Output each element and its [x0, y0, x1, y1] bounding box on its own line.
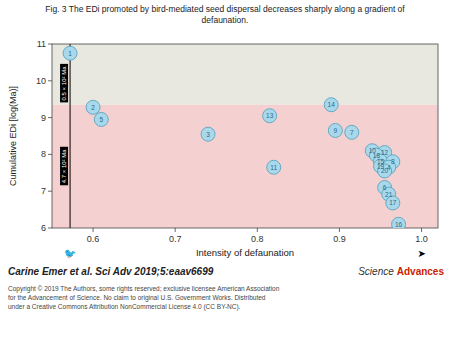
y-tick: [48, 80, 52, 81]
point-label: 21: [385, 191, 393, 198]
x-tick: [93, 228, 94, 232]
label-box: [60, 147, 68, 186]
reference-line-label: 4.7 × 10² Ma: [60, 147, 68, 186]
point-label: 9: [334, 127, 338, 134]
background-band: [52, 105, 438, 228]
point-label: 7: [350, 129, 354, 136]
x-tick: [421, 228, 422, 232]
point-label: 5: [99, 116, 103, 123]
icon: 🐦: [64, 248, 76, 259]
x-tick: [257, 228, 258, 232]
point-label: 12: [381, 149, 389, 156]
x-tick-label: 0.6: [87, 234, 100, 244]
point-label: 17: [389, 199, 397, 206]
point: [267, 160, 281, 174]
icon: ➤: [417, 248, 425, 259]
y-tick: [48, 191, 52, 192]
y-tick: [48, 117, 52, 118]
citation: Carine Emer et al. Sci Adv 2019;5:eaav66…: [8, 266, 214, 277]
y-tick-label: 8: [41, 149, 46, 159]
point: [324, 98, 338, 112]
point: [345, 125, 359, 139]
point-label: 8: [391, 158, 395, 165]
x-tick-label: 0.8: [251, 234, 264, 244]
y-tick: [48, 154, 52, 155]
point: [63, 46, 77, 60]
points: [63, 46, 406, 228]
point-label: 16: [395, 221, 403, 228]
reference-line-label: 0.5 × 10² Ma: [60, 64, 68, 103]
logo-word: Science: [358, 266, 394, 277]
x-tick-label: 0.9: [333, 234, 346, 244]
background-band: [52, 44, 438, 105]
copyright: Copyright © 2019 The Authors, some right…: [8, 285, 280, 293]
point-label: 14: [328, 101, 336, 108]
y-tick-label: 6: [41, 223, 46, 233]
title: Fig. 3 The EDi promoted by bird-mediated…: [45, 4, 405, 14]
reference-line: [70, 44, 71, 228]
y-tick-label: 7: [41, 186, 46, 196]
logo-word: Advances: [397, 266, 445, 277]
y-tick: [48, 44, 52, 45]
point-label: 3: [206, 131, 210, 138]
label-box: [60, 64, 68, 103]
y-axis-label: Cumulative EDi [log(Ma)]: [8, 86, 18, 186]
copyright: for the Advancement of Science. No claim…: [8, 294, 266, 302]
y-tick: [48, 228, 52, 229]
point: [386, 196, 400, 210]
reference-line-label-text: 0.5 × 10² Ma: [61, 66, 67, 101]
x-tick: [175, 228, 176, 232]
point-label: 13: [266, 112, 274, 119]
logo: ScienceAdvances: [358, 266, 444, 277]
title: defaunation.: [202, 15, 249, 25]
point: [86, 100, 100, 114]
point-label: 2: [91, 104, 95, 111]
point-labels: 125313149711101218158194206211716: [68, 50, 402, 228]
y-tick-label: 10: [36, 76, 46, 86]
point: [328, 123, 342, 137]
y-tick-label: 9: [41, 113, 46, 123]
point: [392, 217, 406, 228]
reference-line-label-text: 4.7 × 10² Ma: [61, 149, 67, 184]
x-tick-label: 1.0: [415, 234, 428, 244]
bands: [52, 44, 438, 228]
point: [201, 127, 215, 141]
x-tick: [339, 228, 340, 232]
plot-frame: [52, 44, 438, 228]
y-tick-label: 11: [37, 39, 46, 49]
x-tick-label: 0.7: [169, 234, 182, 244]
point-label: 1: [68, 50, 72, 57]
point-label: 11: [270, 164, 277, 171]
x-axis-label: Intensity of defaunation: [196, 247, 294, 258]
chart: Fig. 3 The EDi promoted by bird-mediated…: [0, 0, 450, 338]
point: [263, 109, 277, 123]
copyright: under a Creative Commons Attribution Non…: [8, 303, 241, 311]
point-label: 20: [381, 167, 389, 174]
point: [94, 112, 108, 126]
